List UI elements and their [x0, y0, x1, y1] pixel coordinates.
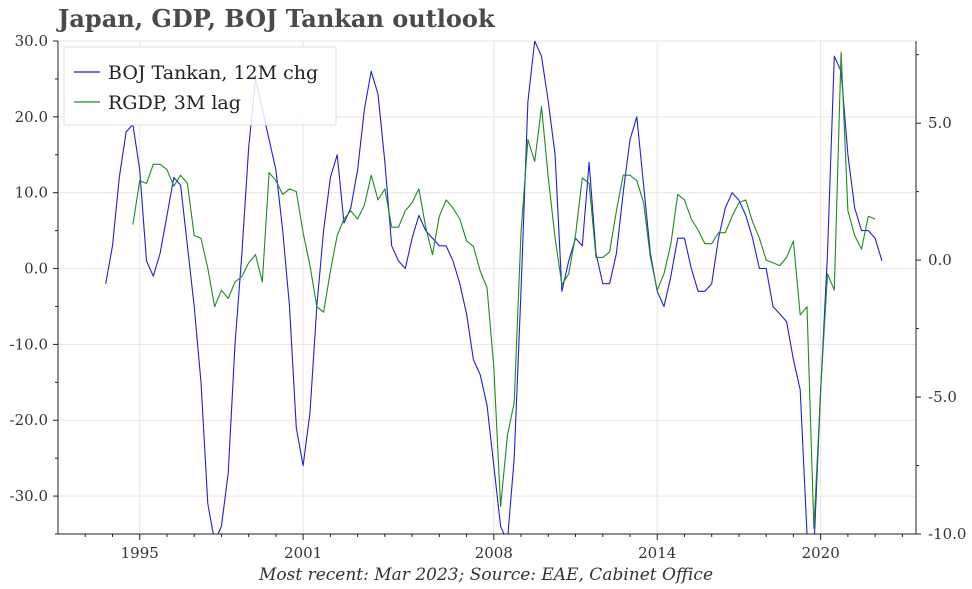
right-tick-label: 0.0: [928, 251, 952, 269]
legend: BOJ Tankan, 12M chg RGDP, 3M lag: [63, 46, 337, 126]
legend-label-rgdp: RGDP, 3M lag: [108, 92, 241, 114]
series-line-rgdp: [132, 51, 876, 530]
x-tick-label: 2020: [802, 544, 840, 562]
x-tick-label: 1995: [121, 544, 159, 562]
right-tick-label: -10.0: [928, 525, 966, 543]
source-note: Most recent: Mar 2023; Source: EAE, Cabi…: [258, 565, 714, 585]
right-tick-label: -5.0: [928, 388, 957, 406]
left-tick-label: 20.0: [15, 108, 48, 126]
legend-label-boj-tankan: BOJ Tankan, 12M chg: [108, 62, 318, 84]
left-tick-label: -10.0: [10, 335, 48, 353]
chart-title: Japan, GDP, BOJ Tankan outlook: [58, 4, 495, 33]
left-tick-label: 30.0: [15, 32, 48, 50]
left-tick-label: 10.0: [15, 184, 48, 202]
left-tick-label: 0.0: [24, 260, 48, 278]
axis-ticks: 30.0 20.0 10.0 0.0 -10.0 -20.0 -30.0 1995 2001 20…: [10, 32, 967, 562]
x-tick-label: 2008: [475, 544, 513, 562]
left-tick-label: -30.0: [10, 487, 48, 505]
right-tick-label: 5.0: [928, 114, 952, 132]
x-tick-label: 2001: [284, 544, 322, 562]
x-tick-label: 2014: [638, 544, 676, 562]
grid-lines: [58, 40, 916, 534]
series-line-boj-tankan: [105, 41, 883, 534]
legend-box: [63, 46, 337, 126]
series-lines: [105, 41, 883, 534]
left-tick-label: -20.0: [10, 411, 48, 429]
